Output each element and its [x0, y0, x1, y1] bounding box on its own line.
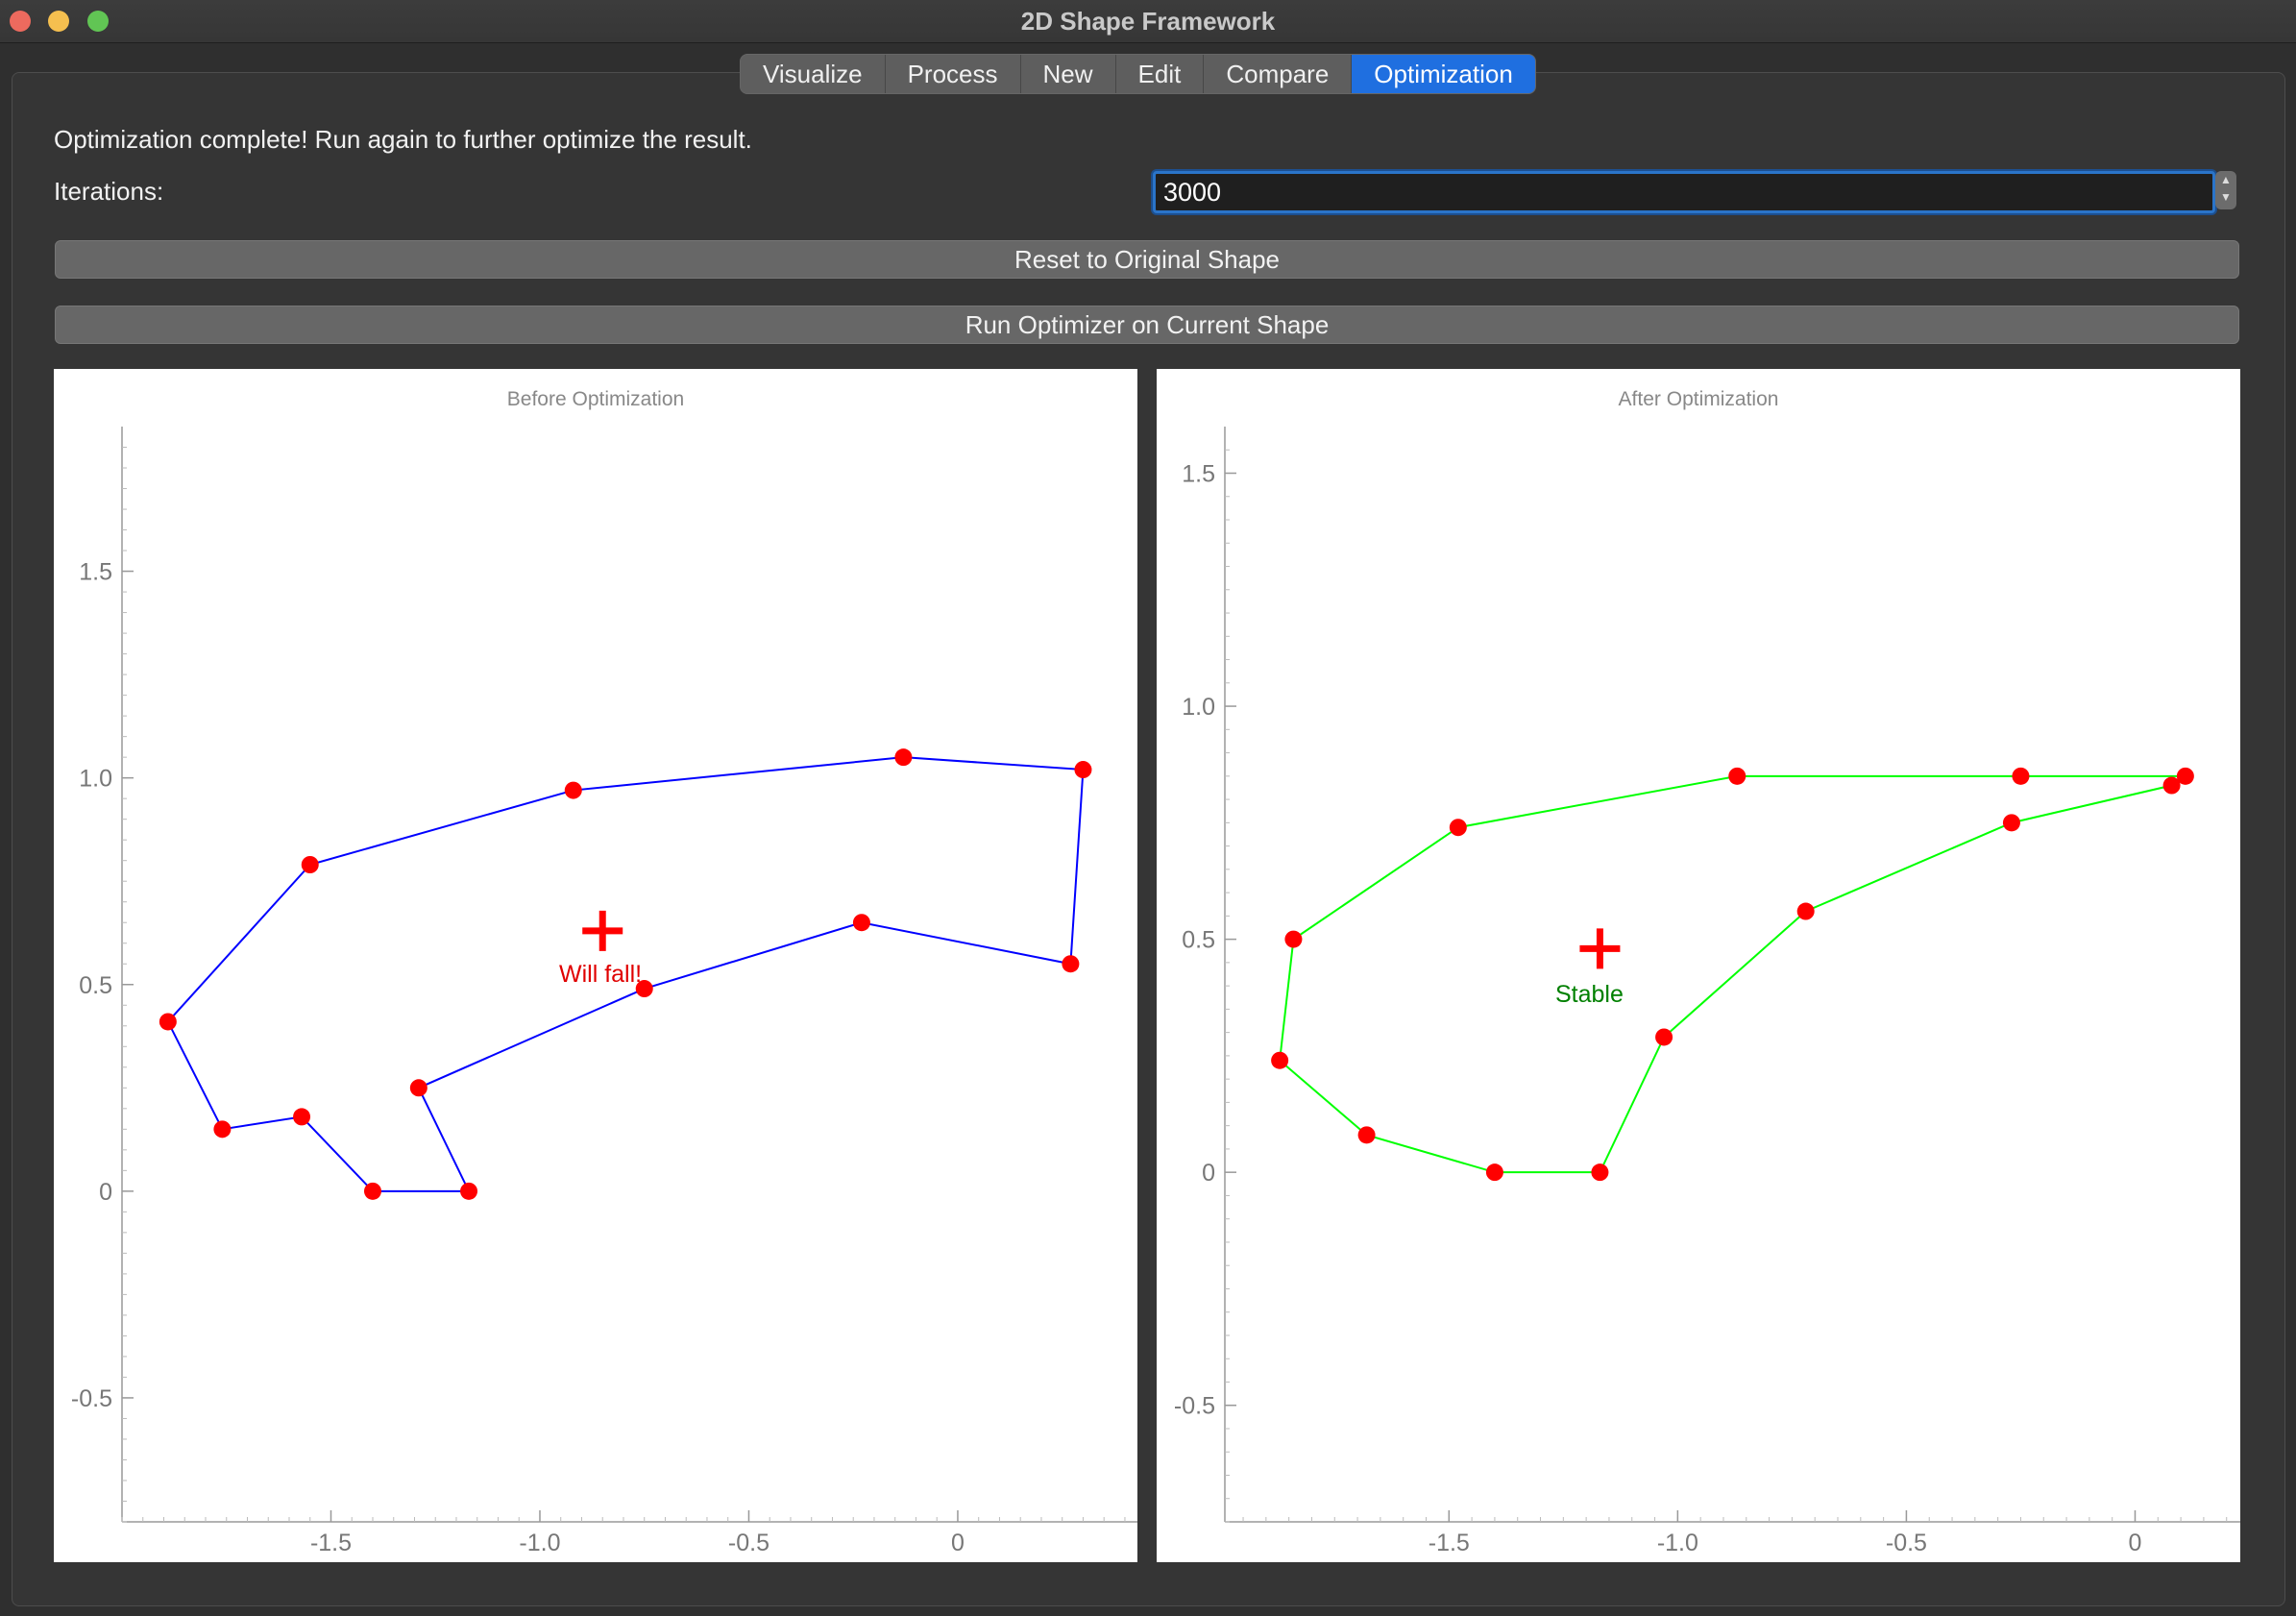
y-tick-label: 0 — [1202, 1160, 1215, 1187]
after-plot-canvas: -0.5 0 0.5 1.0 1.5 -1.5 -1.0 -0.5 0 — [1174, 427, 2240, 1556]
before-centroid-label: Will fall! — [559, 961, 643, 988]
maximize-window-button[interactable] — [87, 11, 109, 32]
shape-vertex — [1074, 761, 1092, 779]
centroid-marker — [1579, 928, 1621, 969]
reset-shape-button[interactable]: Reset to Original Shape — [55, 240, 2239, 279]
shape-vertex — [301, 856, 319, 873]
y-tick-label: 1.5 — [1182, 461, 1215, 488]
shape-vertex — [1271, 1051, 1289, 1069]
iterations-label: Iterations: — [54, 177, 164, 206]
shape-vertex — [1062, 955, 1080, 973]
iterations-stepper[interactable]: ▲ ▼ — [2215, 171, 2236, 209]
shape-vertex — [2002, 814, 2020, 832]
shape-vertex — [1728, 767, 1746, 785]
shape-vertex — [635, 980, 653, 998]
iterations-input[interactable]: 3000 — [1153, 171, 2215, 213]
x-tick-label: -1.5 — [310, 1530, 352, 1556]
shape-vertex — [293, 1108, 311, 1126]
tab-new[interactable]: New — [1020, 55, 1116, 93]
shape-vertex — [2012, 767, 2030, 785]
y-tick-label: 0 — [99, 1179, 112, 1206]
x-tick-label: -1.5 — [1429, 1530, 1470, 1556]
after-plot-title: After Optimization — [1618, 388, 1779, 410]
tab-edit[interactable]: Edit — [1115, 55, 1205, 93]
tab-compare[interactable]: Compare — [1204, 55, 1353, 93]
shape-vertex — [2162, 776, 2181, 795]
x-tick-label: -0.5 — [728, 1530, 769, 1556]
x-tick-label: -0.5 — [1886, 1530, 1927, 1556]
shape-vertex — [852, 914, 870, 932]
status-message: Optimization complete! Run again to furt… — [54, 125, 752, 154]
shape-vertex — [1796, 902, 1815, 920]
minimize-window-button[interactable] — [48, 11, 69, 32]
shape-vertex — [2176, 767, 2194, 785]
before-plot-title: Before Optimization — [506, 388, 685, 410]
shape-outline — [1279, 774, 2189, 1174]
shape-vertex — [1655, 1028, 1673, 1046]
y-tick-label: 0.5 — [1182, 927, 1215, 954]
y-tick-label: 0.5 — [79, 972, 112, 999]
y-tick-label: 1.5 — [79, 559, 112, 586]
shape-vertex — [1357, 1126, 1376, 1144]
y-tick-label: 1.0 — [1182, 694, 1215, 721]
x-tick-label: -1.0 — [1657, 1530, 1698, 1556]
shape-vertex — [409, 1079, 427, 1097]
y-tick-label: -0.5 — [71, 1385, 112, 1412]
shape-vertex — [894, 748, 913, 767]
window-title: 2D Shape Framework — [1020, 7, 1276, 36]
before-plot-canvas: -0.5 0 0.5 1.0 1.5 -1.5 -1.0 -0.5 0 — [71, 427, 1137, 1556]
x-tick-label: 0 — [951, 1530, 965, 1556]
shape-outline — [166, 756, 1085, 1192]
x-tick-label: -1.0 — [519, 1530, 560, 1556]
before-optimization-plot: Before Optimization -0.5 0 0.5 1.0 1.5 -1.5 -1… — [54, 369, 1137, 1562]
after-centroid-label: Stable — [1555, 981, 1624, 1008]
y-tick-label: -0.5 — [1174, 1393, 1215, 1420]
centroid-marker — [582, 910, 623, 951]
shape-vertex — [363, 1182, 381, 1200]
shape-vertex — [1591, 1163, 1609, 1182]
x-tick-label: 0 — [2129, 1530, 2142, 1556]
title-bar: 2D Shape Framework — [0, 0, 2296, 43]
shape-vertex — [1284, 930, 1303, 948]
stepper-up-icon[interactable]: ▲ — [2220, 173, 2232, 186]
shape-vertex — [1449, 819, 1467, 837]
close-window-button[interactable] — [10, 11, 31, 32]
y-tick-label: 1.0 — [79, 766, 112, 793]
tab-visualize[interactable]: Visualize — [741, 55, 886, 93]
after-optimization-plot: After Optimization -0.5 0 0.5 1.0 1.5 -1.5 -1.… — [1157, 369, 2240, 1562]
shape-vertex — [564, 781, 582, 799]
tab-optimization[interactable]: Optimization — [1352, 55, 1535, 93]
tab-process[interactable]: Process — [885, 55, 1021, 93]
tab-bar: Visualize Process New Edit Compare Optim… — [740, 54, 1536, 94]
shape-vertex — [460, 1182, 478, 1200]
iterations-value: 3000 — [1163, 178, 1222, 207]
stepper-down-icon[interactable]: ▼ — [2220, 190, 2232, 204]
shape-vertex — [159, 1013, 177, 1031]
run-optimizer-button[interactable]: Run Optimizer on Current Shape — [55, 306, 2239, 344]
shape-vertex — [213, 1120, 232, 1139]
shape-vertex — [1485, 1163, 1503, 1182]
